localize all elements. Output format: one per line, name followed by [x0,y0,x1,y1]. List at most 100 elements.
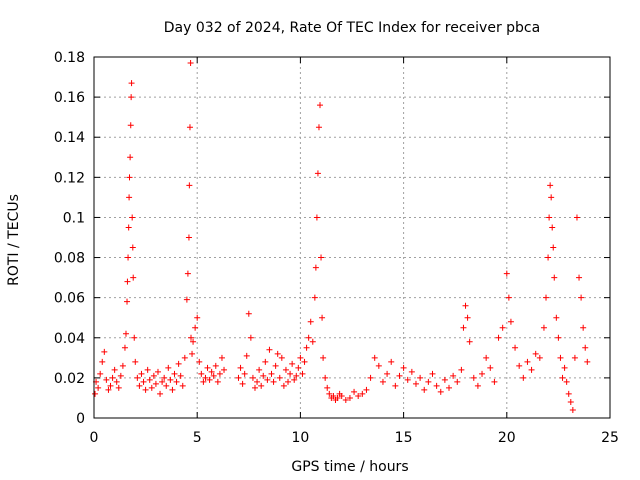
data-point [210,372,217,379]
data-point [550,244,557,251]
data-point [280,382,287,389]
data-point [111,366,118,373]
data-point [371,354,378,361]
data-point [499,324,506,331]
data-point [425,378,432,385]
data-point [181,354,188,361]
data-point [107,382,114,389]
data-point [466,338,473,345]
data-point [124,298,131,305]
data-point [216,370,223,377]
data-point [326,390,333,397]
data-point [359,390,366,397]
data-point [159,378,166,385]
data-point [132,358,139,365]
data-point [307,318,314,325]
x-tick-label: 25 [601,430,619,446]
data-point [571,354,578,361]
data-point [171,370,178,377]
y-tick-label: 0.18 [54,50,85,66]
data-point [458,366,465,373]
data-point [516,362,523,369]
data-point [262,358,269,365]
data-point [507,318,514,325]
data-point [128,80,135,87]
chart-title: Day 032 of 2024, Rate Of TEC Index for r… [164,20,540,36]
data-point [138,370,145,377]
data-point [256,366,263,373]
data-point [545,254,552,261]
data-point [460,324,467,331]
data-point [549,224,556,231]
data-point [124,278,131,285]
data-point [214,378,221,385]
data-point [175,360,182,367]
y-tick-label: 0.04 [54,331,85,347]
data-point [355,392,362,399]
data-point [241,370,248,377]
data-point [126,194,133,201]
data-point [278,354,285,361]
data-point [582,344,589,351]
data-point [184,270,191,277]
data-point [351,388,358,395]
data-point [320,354,327,361]
data-point [264,376,271,383]
data-point [169,386,176,393]
data-point [441,376,448,383]
data-point [324,384,331,391]
data-point [258,382,265,389]
data-point [580,324,587,331]
data-point [146,376,153,383]
data-point [512,344,519,351]
data-point [548,194,555,201]
data-point [276,374,283,381]
data-point [140,378,147,385]
data-point [190,338,197,345]
data-point [470,374,477,381]
data-point [313,214,320,221]
data-point [392,382,399,389]
data-point [454,378,461,385]
data-point [115,384,122,391]
data-point [503,270,510,277]
data-point [474,382,481,389]
axis-ticks: 0 0.02 0.04 0.06 0.08 0.1 0.12 0.14 0.16 0.18 0 5 10… [54,50,619,446]
data-point [192,324,199,331]
x-axis-label: GPS time / hours [291,459,408,475]
data-point [547,182,554,189]
data-point [177,372,184,379]
data-point [322,374,329,381]
data-point [128,94,135,101]
data-point [437,388,444,395]
data-point [243,352,250,359]
data-point [338,392,345,399]
data-point [450,372,457,379]
data-point [161,374,168,381]
data-point [543,294,550,301]
data-point [520,374,527,381]
y-tick-label: 0.14 [54,130,85,146]
data-point [268,370,275,377]
data-point [221,366,228,373]
data-point [208,368,215,375]
data-point [299,370,306,377]
x-tick-label: 15 [395,430,413,446]
data-point [561,364,568,371]
data-point [125,254,132,261]
data-point [130,274,137,281]
data-point [163,382,170,389]
data-point [202,374,209,381]
data-point [282,366,289,373]
data-point [317,102,324,109]
data-point [287,370,294,377]
data-point [109,374,116,381]
data-point [194,314,201,321]
data-point [367,374,374,381]
data-point [274,350,281,357]
data-point [524,358,531,365]
data-point [551,274,558,281]
data-point [563,378,570,385]
